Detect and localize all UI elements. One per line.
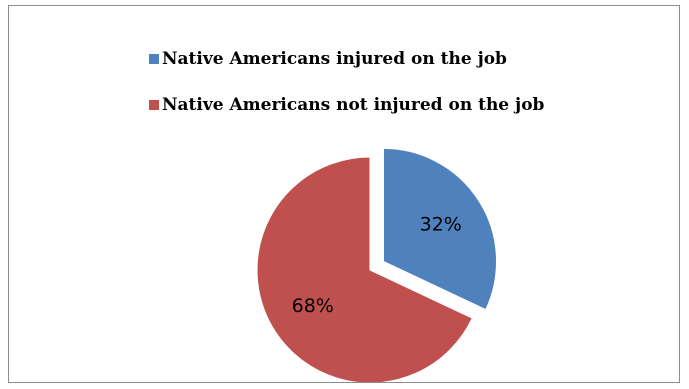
pie-label-not-injured: 68% [292,295,334,317]
pie-label-injured: 32% [420,214,462,236]
legend-swatch-injured [149,54,159,64]
legend-label-injured: Native Americans injured on the job [162,49,507,69]
pie-chart: 32% 68% [256,147,497,382]
legend-item-not-injured: Native Americans not injured on the job [149,92,629,118]
legend: Native Americans injured on the job Nati… [149,46,629,138]
legend-label-not-injured: Native Americans not injured on the job [162,95,545,115]
pie-slices [256,147,497,382]
pie-labels: 32% 68% [292,214,462,317]
legend-item-injured: Native Americans injured on the job [149,46,629,72]
pie-slice-injured [383,147,497,311]
legend-swatch-not-injured [149,100,159,110]
pie-slice-not-injured [256,156,473,382]
chart-frame: Native Americans injured on the job Nati… [8,5,680,383]
